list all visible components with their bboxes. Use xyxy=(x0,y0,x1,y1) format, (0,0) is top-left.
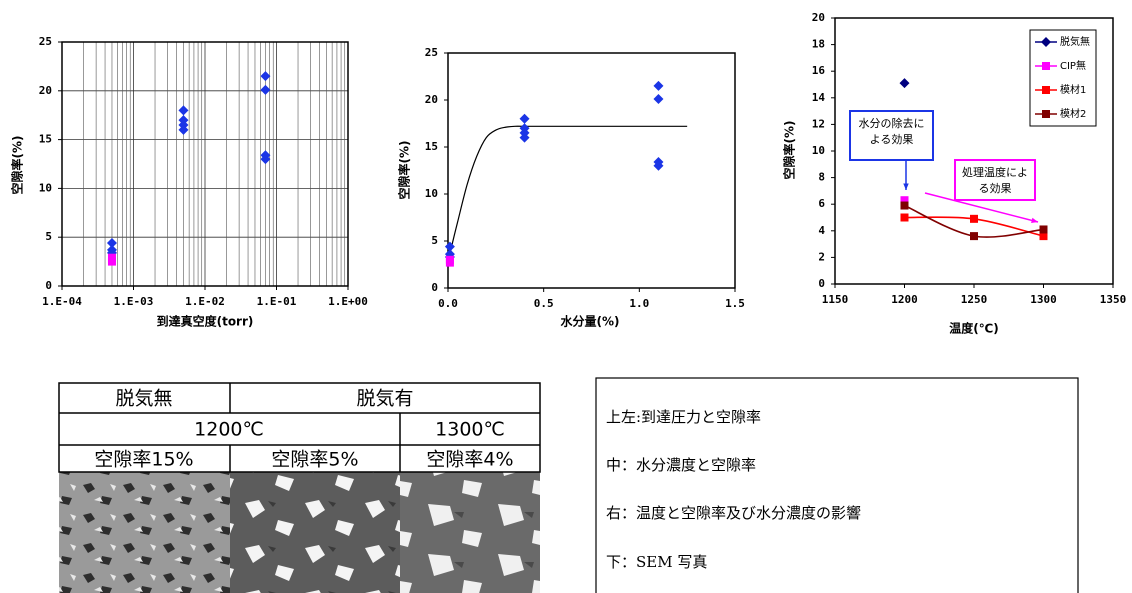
sem-images xyxy=(59,472,540,593)
legend-label: 脱気無 xyxy=(1060,35,1090,48)
data-point xyxy=(1042,62,1050,70)
y-tick-label: 0 xyxy=(818,277,825,290)
x-tick-label: 1.0 xyxy=(629,297,649,310)
annotation-text: る効果 xyxy=(979,181,1012,195)
y-tick-label: 20 xyxy=(39,84,52,97)
series-line xyxy=(448,126,687,264)
y-tick-label: 10 xyxy=(39,181,52,194)
chart: 0 2 4 6 8 10 12 14 16 18 20 1150 1200 1250 1300 1350 空隙率… xyxy=(782,11,1127,336)
data-point xyxy=(260,85,270,95)
y-tick-label: 20 xyxy=(812,11,825,24)
legend-label: CIP無 xyxy=(1060,59,1086,72)
data-point xyxy=(520,114,530,124)
data-point xyxy=(108,254,116,262)
data-point xyxy=(1042,86,1050,94)
x-axis-label: 温度(℃) xyxy=(949,321,999,336)
data-point xyxy=(178,105,188,115)
x-tick-label: 0.0 xyxy=(438,297,458,310)
data-point xyxy=(260,71,270,81)
x-tick-label: 1200 xyxy=(891,293,918,306)
data-point xyxy=(970,215,978,223)
annotation-text: よる効果 xyxy=(870,132,914,146)
data-point xyxy=(901,214,909,222)
data-point xyxy=(970,232,978,240)
data-point xyxy=(900,78,910,88)
note: 中：水分濃度と空隙率 xyxy=(606,456,756,474)
annotation-text: 水分の除去に xyxy=(859,116,925,130)
legend-label: 模材1 xyxy=(1060,83,1086,96)
data-point xyxy=(446,256,454,264)
table-cell: 空隙率15% xyxy=(94,449,193,471)
y-tick-label: 10 xyxy=(425,187,438,200)
arrow-head xyxy=(903,184,908,190)
y-tick-label: 0 xyxy=(45,279,52,292)
y-tick-label: 10 xyxy=(812,144,825,157)
y-tick-label: 25 xyxy=(39,35,52,48)
y-tick-label: 5 xyxy=(45,230,52,243)
note: 上左:到達圧力と空隙率 xyxy=(606,408,761,426)
plot-frame xyxy=(448,53,735,288)
y-tick-label: 18 xyxy=(812,38,825,51)
x-tick-label: 1250 xyxy=(961,293,988,306)
x-tick-label: 1.E-04 xyxy=(42,295,82,308)
note: 下：SEM 写真 xyxy=(606,553,707,571)
x-tick-label: 1.E-01 xyxy=(257,295,297,308)
annotation-text: 処理温度によ xyxy=(962,165,1028,179)
chart: 0 5 10 15 20 25 0.0 0.5 1.0 1.5 空隙率(%) 水分量(%) xyxy=(397,46,745,329)
y-tick-label: 8 xyxy=(818,171,825,184)
y-tick-label: 5 xyxy=(431,234,438,247)
y-tick-label: 15 xyxy=(39,133,52,146)
x-tick-label: 1.E-03 xyxy=(114,295,154,308)
y-tick-label: 14 xyxy=(812,91,826,104)
data-point xyxy=(1042,110,1050,118)
x-tick-label: 1.E-02 xyxy=(185,295,225,308)
y-axis-label: 空隙率(%) xyxy=(782,121,797,180)
x-tick-label: 1350 xyxy=(1100,293,1127,306)
table-cell: 1300℃ xyxy=(435,419,505,441)
x-tick-label: 1.E+00 xyxy=(328,295,368,308)
data-point xyxy=(1040,225,1048,233)
data-point xyxy=(901,202,909,210)
data-point xyxy=(653,94,663,104)
x-axis-label: 水分量(%) xyxy=(561,314,620,329)
y-tick-label: 16 xyxy=(812,64,826,77)
table-cell: 空隙率4% xyxy=(426,449,513,471)
x-axis-label: 到達真空度(torr) xyxy=(157,314,254,329)
y-axis-label: 空隙率(%) xyxy=(397,141,412,200)
x-tick-label: 1150 xyxy=(822,293,849,306)
x-tick-label: 1300 xyxy=(1030,293,1057,306)
table-cell: 1200℃ xyxy=(194,419,264,441)
table-cell: 空隙率5% xyxy=(271,449,358,471)
table-cell: 脱気有 xyxy=(356,388,413,410)
legend-label: 模材2 xyxy=(1060,107,1086,120)
table-cell: 脱気無 xyxy=(115,388,172,410)
chart: 0 5 10 15 20 25 1.E-04 1.E-03 1.E-02 1.E-01 1.E+00… xyxy=(10,35,368,329)
y-tick-label: 15 xyxy=(425,140,438,153)
y-tick-label: 12 xyxy=(812,117,825,130)
y-tick-label: 0 xyxy=(431,281,438,294)
x-tick-label: 0.5 xyxy=(534,297,554,310)
y-axis-label: 空隙率(%) xyxy=(10,136,25,195)
note: 右：温度と空隙率及び水分濃度の影響 xyxy=(606,504,861,522)
figure: 脱気無 脱気有 1200℃ 1300℃ 空隙率15% 空隙率5% 空隙率4% 上… xyxy=(0,0,1132,593)
data-point xyxy=(653,81,663,91)
y-tick-label: 20 xyxy=(425,93,438,106)
y-tick-label: 25 xyxy=(425,46,438,59)
y-tick-label: 4 xyxy=(818,224,825,237)
x-tick-label: 1.5 xyxy=(725,297,745,310)
y-tick-label: 6 xyxy=(818,197,825,210)
y-tick-label: 2 xyxy=(818,250,825,263)
